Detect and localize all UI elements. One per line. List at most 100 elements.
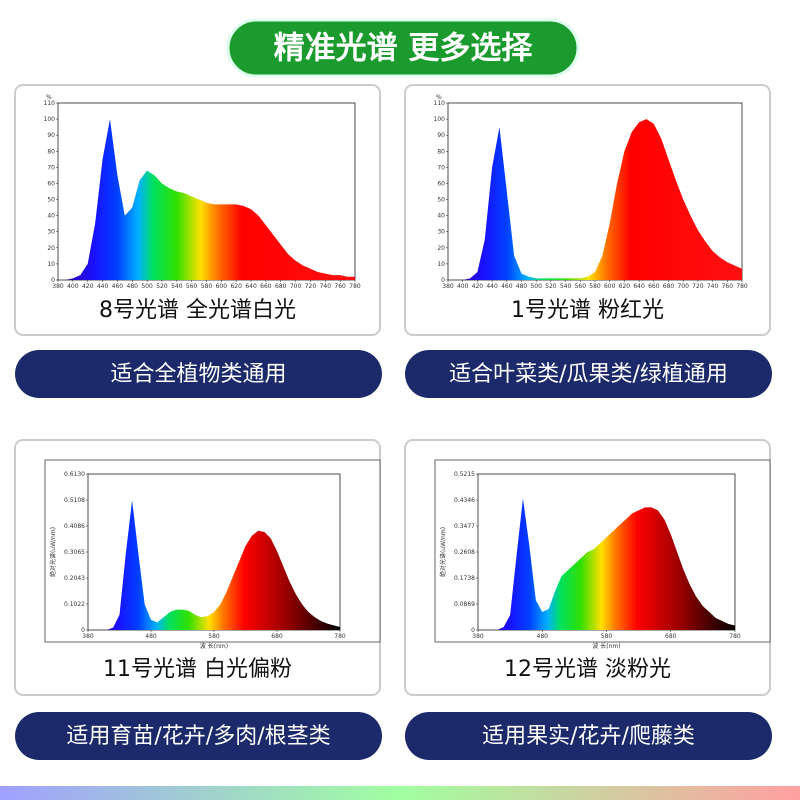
y-tick-label: 0.2608 bbox=[454, 549, 475, 556]
x-axis-label: 波 长(nm) bbox=[200, 642, 228, 650]
y-tick-label: 0.5108 bbox=[64, 497, 85, 504]
usage: 适合全植物类通用 bbox=[110, 362, 286, 387]
x-tick-label: 500 bbox=[530, 283, 542, 290]
y-tick-label: 10 bbox=[47, 261, 55, 268]
spectrum-area bbox=[448, 119, 742, 280]
y-tick-label: 0.4346 bbox=[454, 497, 475, 504]
y-tick-label: 0.1022 bbox=[64, 601, 85, 608]
x-tick-label: 560 bbox=[575, 283, 587, 290]
caption: 8号光谱 全光谱白光 bbox=[99, 298, 296, 323]
y-axis-label: % bbox=[436, 94, 442, 101]
caption: 11号光谱 白光偏粉 bbox=[103, 657, 292, 682]
y-tick-label: 20 bbox=[47, 245, 55, 252]
y-tick-label: 100 bbox=[44, 116, 56, 123]
x-tick-label: 780 bbox=[729, 633, 741, 640]
y-tick-label: 50 bbox=[437, 197, 445, 204]
x-tick-label: 680 bbox=[275, 283, 287, 290]
y-tick-label: 70 bbox=[437, 164, 445, 171]
x-tick-label: 620 bbox=[619, 283, 631, 290]
y-tick-label: 110 bbox=[434, 100, 446, 107]
x-tick-label: 540 bbox=[171, 283, 183, 290]
bottom-strip bbox=[0, 786, 800, 800]
x-tick-label: 540 bbox=[560, 283, 572, 290]
x-tick-label: 520 bbox=[545, 283, 557, 290]
x-tick-label: 600 bbox=[216, 283, 228, 290]
y-tick-label: 0.1738 bbox=[454, 575, 475, 582]
x-tick-label: 780 bbox=[334, 633, 346, 640]
y-tick-label: 10 bbox=[437, 261, 445, 268]
x-tick-label: 680 bbox=[665, 633, 677, 640]
y-tick-label: 80 bbox=[437, 148, 445, 155]
x-tick-label: 560 bbox=[186, 283, 198, 290]
x-tick-label: 660 bbox=[648, 283, 660, 290]
x-tick-label: 780 bbox=[736, 283, 748, 290]
x-tick-label: 640 bbox=[245, 283, 257, 290]
x-tick-label: 580 bbox=[208, 633, 220, 640]
x-tick-label: 740 bbox=[320, 283, 332, 290]
y-tick-label: 30 bbox=[47, 229, 55, 236]
usage-pill bbox=[15, 712, 382, 760]
y-axis-label: % bbox=[46, 94, 52, 101]
y-tick-label: 0.3065 bbox=[64, 549, 85, 556]
x-tick-label: 380 bbox=[472, 633, 484, 640]
y-tick-label: 90 bbox=[437, 132, 445, 139]
x-tick-label: 380 bbox=[82, 633, 94, 640]
y-tick-label: 110 bbox=[44, 100, 56, 107]
y-tick-label: 0 bbox=[81, 627, 85, 634]
y-tick-label: 0 bbox=[471, 627, 475, 634]
x-axis-label: 波 长(nm) bbox=[592, 642, 620, 650]
cards: 380 400 420 440 460 480 500 520 540 560 580 600 620 6… bbox=[14, 84, 772, 760]
x-tick-label: 480 bbox=[127, 283, 139, 290]
title: 精准光谱 更多选择 bbox=[274, 31, 534, 67]
x-tick-label: 460 bbox=[112, 283, 124, 290]
y-axis-label: 绝对光谱(uW/nm) bbox=[439, 527, 447, 577]
x-tick-label: 400 bbox=[457, 283, 469, 290]
y-tick-label: 0.3477 bbox=[454, 523, 475, 530]
x-tick-label: 580 bbox=[601, 633, 613, 640]
x-tick-label: 420 bbox=[472, 283, 484, 290]
usage: 适合叶菜类/瓜果类/绿植通用 bbox=[449, 362, 728, 387]
x-tick-label: 400 bbox=[67, 283, 79, 290]
y-tick-label: 0 bbox=[51, 277, 55, 284]
y-axis-label: 绝对光谱(uW/nm) bbox=[49, 527, 57, 577]
usage-pill bbox=[405, 712, 772, 760]
x-tick-label: 480 bbox=[516, 283, 528, 290]
y-tick-label: 0.5215 bbox=[454, 471, 475, 478]
caption: 12号光谱 淡粉光 bbox=[504, 657, 671, 682]
y-tick-label: 40 bbox=[47, 213, 55, 220]
usage-pill bbox=[405, 350, 772, 398]
x-tick-label: 720 bbox=[305, 283, 317, 290]
x-tick-label: 640 bbox=[633, 283, 645, 290]
x-tick-label: 760 bbox=[334, 283, 346, 290]
x-tick-label: 480 bbox=[145, 633, 157, 640]
usage-pill bbox=[15, 350, 382, 398]
x-tick-label: 500 bbox=[141, 283, 153, 290]
x-tick-label: 440 bbox=[486, 283, 498, 290]
y-tick-label: 0.6130 bbox=[64, 471, 85, 478]
x-tick-label: 460 bbox=[501, 283, 513, 290]
y-tick-label: 0.2043 bbox=[64, 575, 85, 582]
y-tick-label: 0.4086 bbox=[64, 523, 85, 530]
x-tick-label: 580 bbox=[589, 283, 601, 290]
x-tick-label: 480 bbox=[537, 633, 549, 640]
x-tick-label: 720 bbox=[692, 283, 704, 290]
y-tick-label: 0.0869 bbox=[454, 601, 475, 608]
y-tick-label: 100 bbox=[434, 116, 446, 123]
spectrum-area bbox=[478, 498, 735, 630]
x-tick-label: 700 bbox=[677, 283, 689, 290]
y-tick-label: 60 bbox=[437, 180, 445, 187]
y-tick-label: 70 bbox=[47, 164, 55, 171]
y-tick-label: 0 bbox=[441, 277, 445, 284]
x-tick-label: 520 bbox=[156, 283, 168, 290]
caption: 1号光谱 粉红光 bbox=[511, 298, 664, 323]
usage: 适用果实/花卉/爬藤类 bbox=[482, 724, 695, 749]
usage: 适用育苗/花卉/多肉/根茎类 bbox=[66, 724, 330, 749]
y-tick-label: 80 bbox=[47, 148, 55, 155]
x-tick-label: 600 bbox=[604, 283, 616, 290]
y-tick-label: 40 bbox=[437, 213, 445, 220]
y-tick-label: 20 bbox=[437, 245, 445, 252]
x-tick-label: 740 bbox=[707, 283, 719, 290]
title-pill bbox=[226, 18, 580, 78]
